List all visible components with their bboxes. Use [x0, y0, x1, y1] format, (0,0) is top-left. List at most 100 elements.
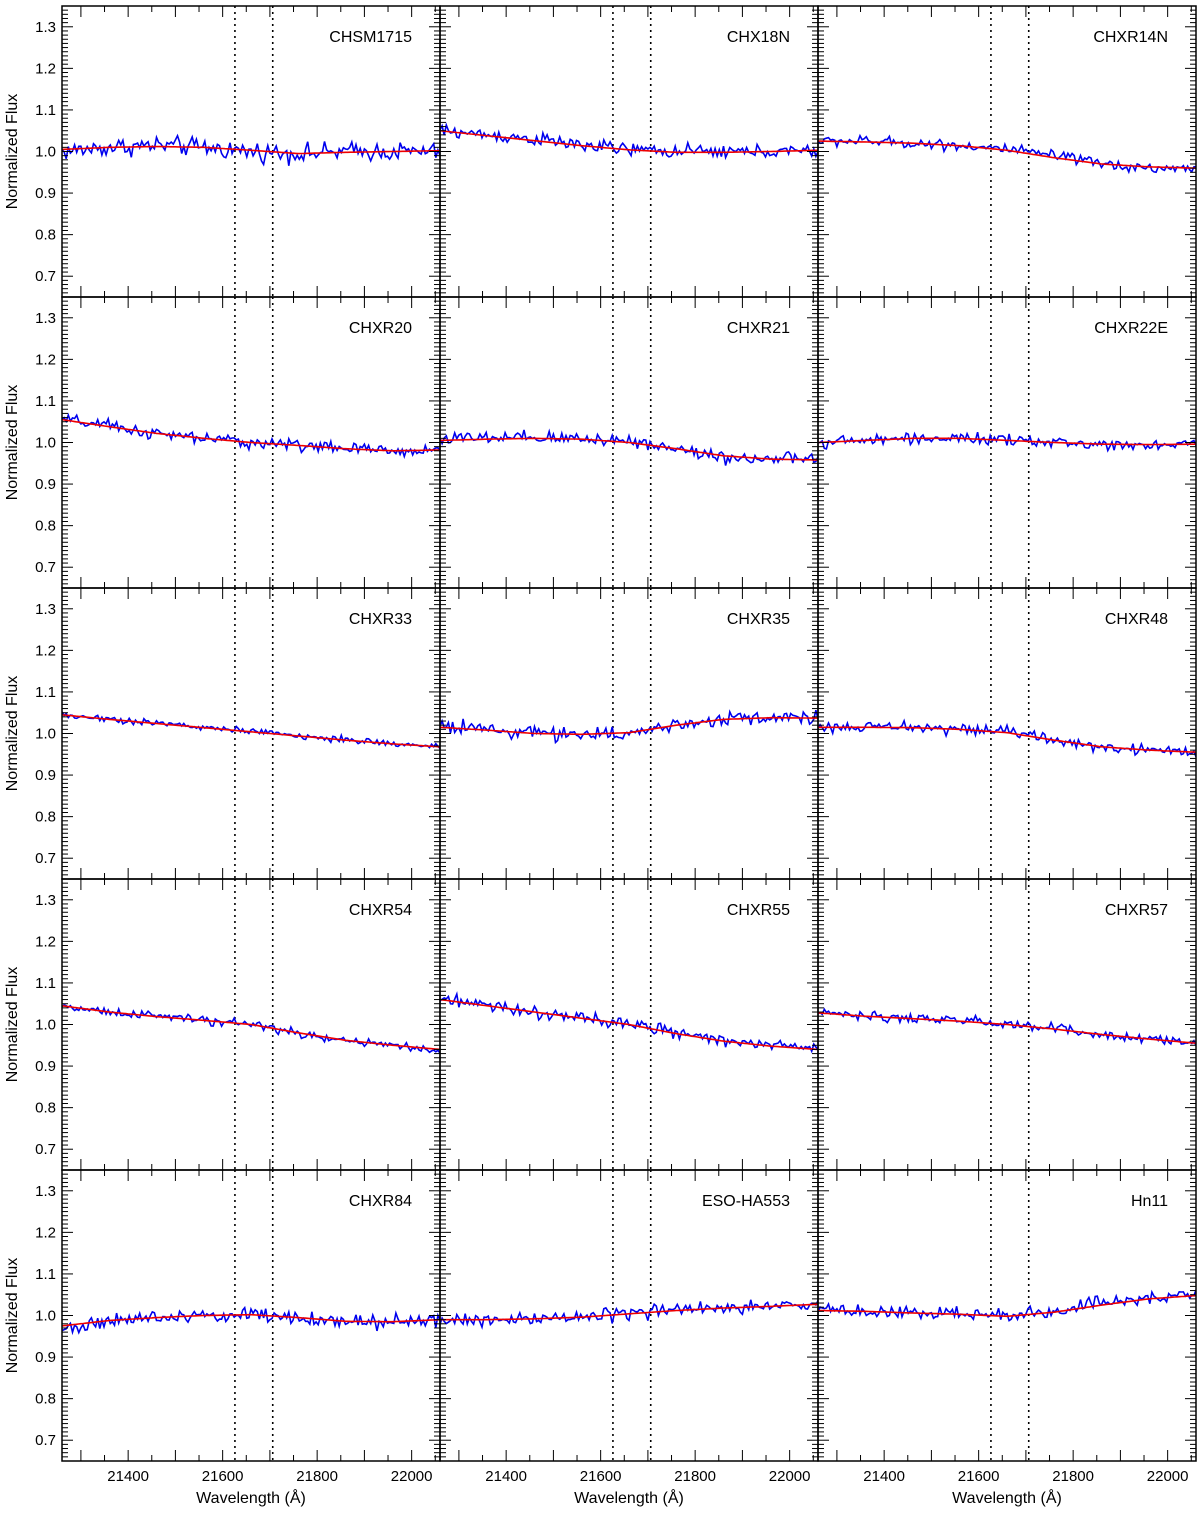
y-tick-label: 1.0	[35, 435, 56, 452]
series-observed	[62, 711, 440, 750]
y-tick-label: 0.8	[35, 1391, 56, 1408]
panel-chxr33: CHXR33 0.7 0.8 0.9 1.0 1.1 1.2 1.3 Normalized Fl…	[4, 587, 441, 880]
panel-label: CHXR14N	[1093, 29, 1168, 46]
y-tick-label: 0.9	[35, 185, 56, 202]
x-tick-label: 21600	[958, 1468, 1000, 1485]
y-axis-label: Normalized Flux	[4, 385, 21, 501]
series-model	[818, 1012, 1196, 1044]
series-model	[818, 140, 1196, 169]
y-tick-label: 0.9	[35, 1349, 56, 1366]
panel-chxr55: CHXR55	[439, 878, 819, 1171]
series-model	[440, 1303, 818, 1321]
x-tick-label: 22000	[391, 1468, 433, 1485]
panel-eso-ha553: ESO-HA553 21400 21600 21800 22000 Wavelength …	[439, 1169, 819, 1507]
y-tick-label: 0.8	[35, 1100, 56, 1117]
series-observed	[818, 431, 1196, 453]
panel-label: CHXR33	[349, 611, 412, 628]
panel-chxr48: CHXR48	[817, 587, 1197, 880]
y-axis-label: Normalized Flux	[4, 1258, 21, 1374]
panel-chsm1715: CHSM1715 0.7 0.8 0.9 1.0 1.1 1.2 1.3 Normalized …	[4, 5, 441, 298]
panel-frame	[817, 5, 1197, 298]
series-model	[818, 726, 1196, 753]
series-observed	[818, 718, 1196, 758]
series-observed	[440, 122, 818, 161]
y-tick-label: 1.3	[35, 601, 56, 618]
x-tick-label: 21800	[296, 1468, 338, 1485]
y-tick-label: 0.7	[35, 268, 56, 285]
panel-label: CHXR55	[727, 902, 790, 919]
series-model	[440, 129, 818, 154]
panel-label: CHXR84	[349, 1193, 412, 1210]
y-tick-label: 1.0	[35, 726, 56, 743]
panel-label: ESO-HA553	[702, 1193, 790, 1210]
panel-label: CHXR20	[349, 320, 412, 337]
panel-chxr35: CHXR35	[439, 587, 819, 880]
panel-label: CHXR22E	[1094, 320, 1168, 337]
series-observed	[818, 1289, 1196, 1322]
y-axis-label: Normalized Flux	[4, 676, 21, 792]
series-model	[62, 418, 440, 452]
panel-chxr14n: CHXR14N	[817, 5, 1197, 298]
y-tick-label: 1.2	[35, 1224, 56, 1241]
y-tick-label: 1.3	[35, 19, 56, 36]
x-tick-label: 21800	[1052, 1468, 1094, 1485]
panel-hn11: Hn11 21400 21600 21800 22000 Wavelength (Å)	[817, 1169, 1197, 1507]
y-axis-label: Normalized Flux	[4, 94, 21, 210]
series-model	[440, 998, 818, 1051]
series-model	[62, 1005, 440, 1051]
x-tick-label: 22000	[769, 1468, 811, 1485]
y-tick-label: 1.0	[35, 1017, 56, 1034]
panel-chxr22e: CHXR22E	[817, 296, 1197, 589]
y-tick-label: 0.9	[35, 767, 56, 784]
panel-chxr57: CHXR57	[817, 878, 1197, 1171]
y-tick-label: 0.7	[35, 850, 56, 867]
y-tick-label: 1.3	[35, 892, 56, 909]
y-tick-label: 0.7	[35, 559, 56, 576]
y-tick-label: 1.1	[35, 393, 56, 410]
x-tick-label: 21400	[107, 1468, 149, 1485]
series-model	[440, 716, 818, 736]
y-tick-label: 1.3	[35, 310, 56, 327]
panel-frame	[61, 587, 441, 880]
panel-label: CHXR54	[349, 902, 412, 919]
panel-label: CHXR57	[1105, 902, 1168, 919]
y-tick-label: 0.8	[35, 227, 56, 244]
y-tick-label: 0.8	[35, 809, 56, 826]
series-observed	[62, 133, 440, 167]
y-tick-label: 1.0	[35, 1308, 56, 1325]
y-tick-label: 1.0	[35, 144, 56, 161]
series-model	[62, 714, 440, 748]
series-model	[62, 145, 440, 155]
y-tick-label: 0.7	[35, 1141, 56, 1158]
panel-chx18n: CHX18N	[439, 5, 819, 298]
panel-label: CHXR35	[727, 611, 790, 628]
y-tick-label: 1.2	[35, 351, 56, 368]
panel-label: Hn11	[1131, 1193, 1168, 1210]
y-tick-label: 0.9	[35, 476, 56, 493]
x-tick-label: 21600	[202, 1468, 244, 1485]
panel-label: CHX18N	[727, 29, 790, 46]
y-tick-label: 1.1	[35, 975, 56, 992]
y-tick-label: 1.1	[35, 684, 56, 701]
panel-label: CHXR48	[1105, 611, 1168, 628]
panel-label: CHSM1715	[329, 29, 412, 46]
series-model	[818, 437, 1196, 446]
y-tick-label: 1.1	[35, 102, 56, 119]
series-observed	[440, 709, 818, 745]
panel-chxr20: CHXR20 0.7 0.8 0.9 1.0 1.1 1.2 1.3 Normalized Fl…	[4, 296, 441, 589]
y-tick-label: 1.2	[35, 933, 56, 950]
panel-chxr84: CHXR84 0.7 0.8 0.9 1.0 1.1 1.2 1.3 Normalized Fl…	[4, 1169, 441, 1507]
series-model	[440, 437, 818, 461]
y-tick-label: 1.3	[35, 1183, 56, 1200]
panel-chxr21: CHXR21	[439, 296, 819, 589]
x-axis-label: Wavelength (Å)	[196, 1488, 306, 1507]
y-tick-label: 0.7	[35, 1432, 56, 1449]
panel-label: CHXR21	[727, 320, 790, 337]
y-tick-label: 0.8	[35, 518, 56, 535]
x-axis-label: Wavelength (Å)	[952, 1488, 1062, 1507]
x-tick-label: 22000	[1147, 1468, 1189, 1485]
series-observed	[62, 1305, 440, 1336]
y-tick-label: 1.1	[35, 1266, 56, 1283]
y-tick-label: 0.9	[35, 1058, 56, 1075]
